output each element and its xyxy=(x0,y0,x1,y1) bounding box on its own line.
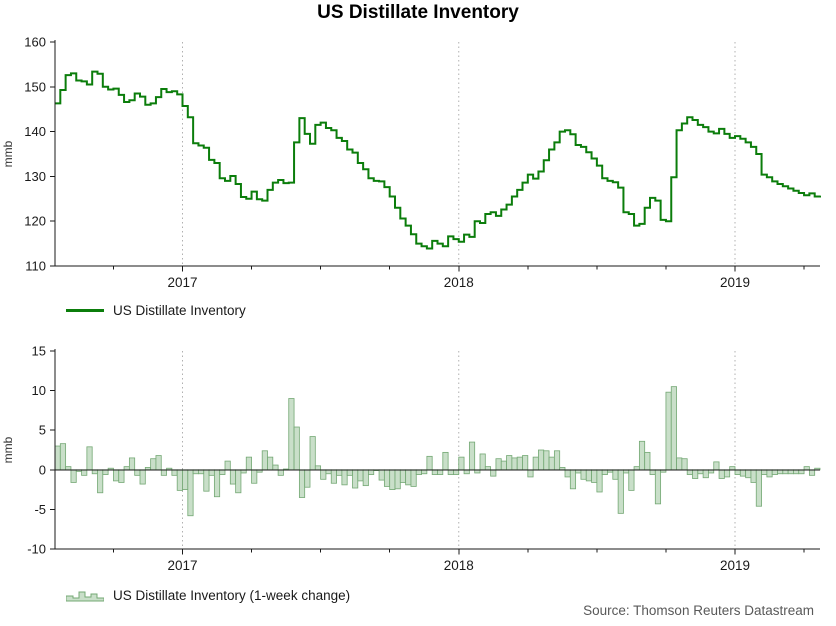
weekly-change-chart: -10 -5 0 5 10 15 2017 2018 2019 mmb xyxy=(1,344,821,573)
svg-text:150: 150 xyxy=(24,79,46,94)
legend-weekly-change: US Distillate Inventory (1-week change) xyxy=(66,588,350,603)
svg-text:2017: 2017 xyxy=(167,558,197,573)
legend-weekly-change-label: US Distillate Inventory (1-week change) xyxy=(113,588,351,603)
svg-text:110: 110 xyxy=(25,259,46,274)
svg-text:-10: -10 xyxy=(27,542,46,557)
legend-inventory-label: US Distillate Inventory xyxy=(113,303,246,318)
svg-text:2018: 2018 xyxy=(444,275,474,290)
svg-text:2018: 2018 xyxy=(444,558,474,573)
bar-swatch-icon xyxy=(66,591,104,602)
svg-text:mmb: mmb xyxy=(1,436,15,463)
inventory-level-chart: 110 120 130 140 150 160 2017 2018 2019 mmb xyxy=(1,35,821,290)
svg-text:-5: -5 xyxy=(34,502,46,517)
svg-text:2019: 2019 xyxy=(720,558,750,573)
svg-text:2017: 2017 xyxy=(167,275,197,290)
svg-text:mmb: mmb xyxy=(1,140,15,167)
svg-text:160: 160 xyxy=(24,35,46,50)
svg-text:2019: 2019 xyxy=(720,275,750,290)
svg-text:140: 140 xyxy=(24,124,46,139)
svg-text:5: 5 xyxy=(39,423,46,438)
source-attribution: Source: Thomson Reuters Datastream xyxy=(583,603,814,618)
svg-text:15: 15 xyxy=(32,344,46,359)
svg-text:0: 0 xyxy=(39,462,46,477)
svg-text:130: 130 xyxy=(24,169,46,184)
page-title: US Distillate Inventory xyxy=(317,2,519,23)
legend-inventory: US Distillate Inventory xyxy=(66,303,246,318)
svg-text:10: 10 xyxy=(32,383,46,398)
line-swatch-icon xyxy=(66,309,104,312)
svg-text:120: 120 xyxy=(24,214,46,229)
